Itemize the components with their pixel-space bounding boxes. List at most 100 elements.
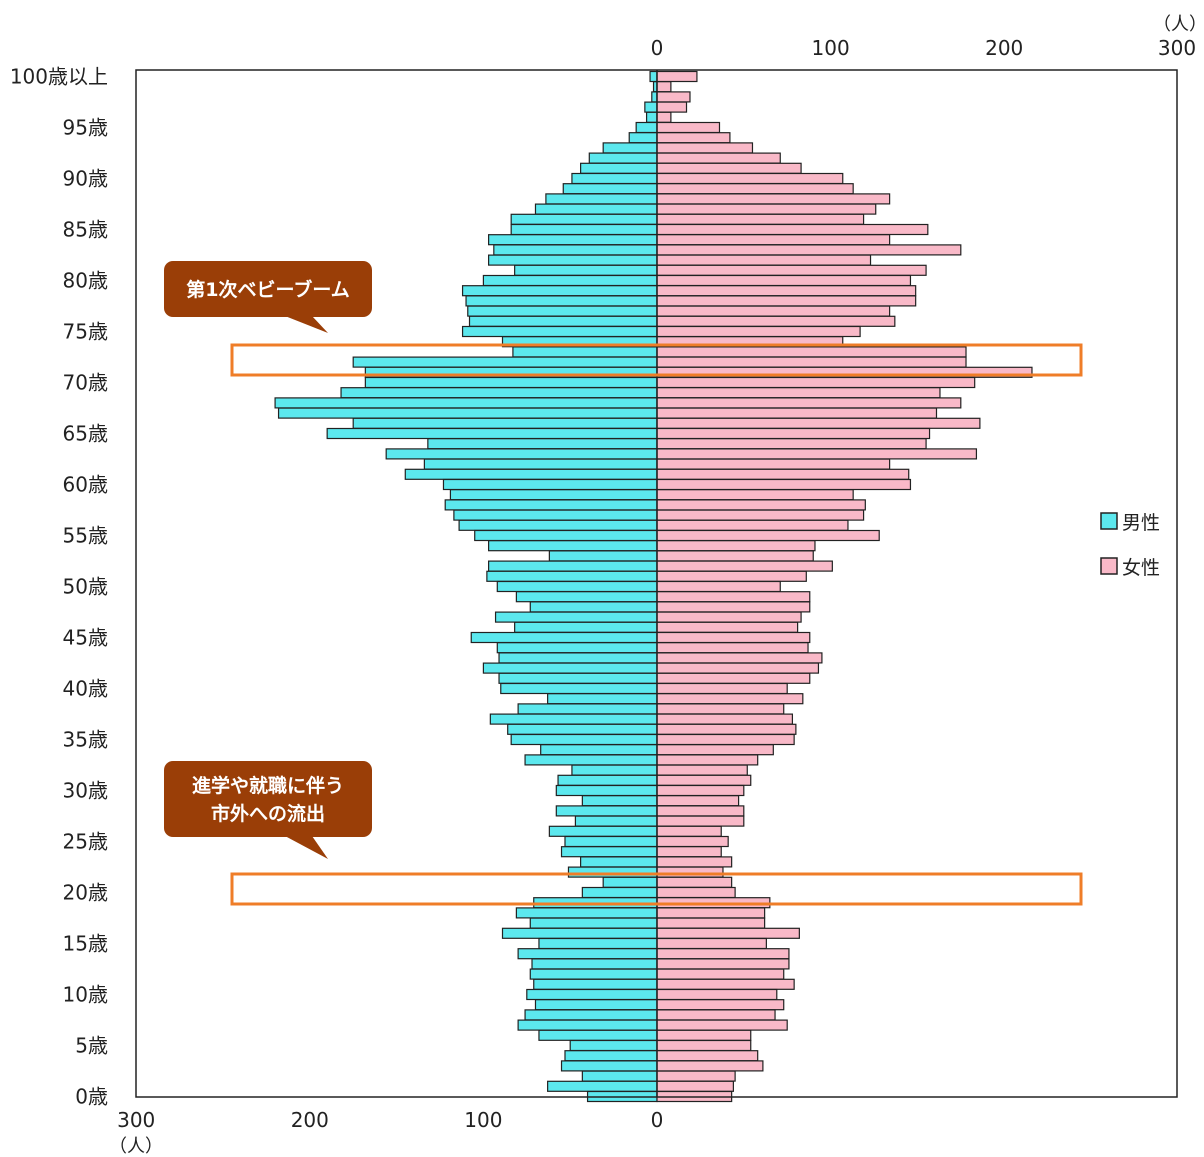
male-bar-age-46	[514, 621, 658, 633]
male-bar-age-58	[444, 499, 658, 511]
female-bar-age-6	[656, 1029, 752, 1041]
male-bar-age-13	[531, 958, 658, 970]
female-bar-age-2	[656, 1070, 736, 1082]
female-bar-age-76	[656, 315, 896, 327]
baby-boom-highlight	[230, 343, 1083, 377]
female-bar-age-47	[656, 611, 802, 623]
male-bar-age-29	[581, 795, 658, 807]
female-bar-age-8	[656, 1009, 776, 1021]
age-tick-label: 15歳	[63, 932, 108, 956]
female-bar-age-12	[656, 968, 785, 980]
female-bar-age-90	[656, 172, 844, 185]
male-bar-age-3	[560, 1060, 658, 1072]
male-bar-age-93	[602, 142, 658, 154]
age-tick-label: 40歳	[63, 677, 108, 701]
male-bar-age-96	[645, 111, 658, 123]
female-bar-age-93	[656, 142, 754, 154]
legend-female-swatch	[1100, 557, 1118, 575]
male-bar-age-1	[547, 1080, 658, 1092]
male-bar-age-100	[649, 70, 658, 83]
age-tick-label: 25歳	[63, 830, 108, 854]
female-bar-age-32	[656, 764, 748, 776]
male-bar-age-48	[529, 601, 658, 613]
female-bar-age-38	[656, 703, 785, 715]
female-bar-age-1	[656, 1080, 734, 1092]
female-bar-age-97	[656, 101, 688, 113]
female-bar-age-52	[656, 560, 833, 572]
male-bar-age-64	[427, 438, 658, 450]
female-bar-age-94	[656, 132, 731, 144]
female-bar-age-75	[656, 325, 861, 338]
bottom-x-axis: 300 200 100 0	[117, 1108, 663, 1132]
female-bar-age-73	[656, 346, 967, 358]
female-bar-age-85	[656, 223, 929, 236]
age-tick-label: 50歳	[63, 575, 108, 599]
top-x-tick-label: 100	[812, 36, 850, 60]
male-bar-age-72	[352, 356, 658, 368]
male-bar-age-23	[580, 856, 658, 868]
male-bar-age-54	[488, 540, 658, 552]
age-tick-label: 75歳	[63, 320, 108, 344]
outflow-callout-line1: 進学や就職に伴う	[192, 774, 344, 797]
bottom-x-tick-label: 200	[291, 1108, 329, 1132]
male-bar-age-2	[581, 1070, 658, 1082]
male-bar-age-44	[496, 642, 658, 654]
female-bar-age-96	[656, 111, 672, 123]
female-bar-age-67	[656, 407, 938, 419]
age-tick-label: 20歳	[63, 881, 108, 905]
outflow-highlight	[230, 872, 1083, 906]
female-bar-age-17	[656, 917, 766, 929]
female-bar-age-68	[656, 397, 962, 409]
male-bar-age-43	[498, 652, 658, 664]
male-bar-age-7	[517, 1019, 658, 1031]
male-bar-age-86	[510, 213, 658, 225]
male-bar-age-12	[529, 968, 658, 980]
male-bar-age-73	[512, 346, 658, 358]
female-bar-age-84	[656, 234, 891, 246]
male-bar-age-37	[489, 713, 658, 725]
female-bar-age-21	[656, 876, 733, 888]
female-bar-age-15	[656, 937, 767, 950]
male-bar-age-14	[517, 948, 658, 960]
female-bar-age-10	[656, 988, 778, 1001]
male-bar-age-65	[326, 427, 658, 440]
female-bar-age-54	[656, 540, 816, 552]
age-tick-label: 100歳以上	[10, 65, 108, 89]
female-bar-age-99	[656, 81, 672, 93]
male-bar-age-49	[515, 591, 658, 603]
female-bar-age-37	[656, 713, 794, 725]
male-bar-age-5	[569, 1039, 658, 1052]
female-bar-age-20	[656, 886, 736, 899]
male-bar-age-90	[571, 172, 658, 185]
female-bar-age-61	[656, 468, 910, 480]
top-x-tick-label: 200	[985, 36, 1023, 60]
male-bar-age-35	[510, 733, 658, 746]
male-bar-age-67	[277, 407, 658, 419]
age-tick-label: 60歳	[63, 473, 108, 497]
female-bar-age-70	[656, 376, 976, 389]
male-bar-age-87	[534, 203, 658, 215]
male-bar-age-95	[635, 121, 658, 134]
female-bar-age-45	[656, 631, 811, 644]
female-bar-age-23	[656, 856, 733, 868]
male-bar-age-39	[547, 693, 658, 705]
male-bar-age-53	[548, 550, 658, 562]
age-tick-label: 10歳	[63, 983, 108, 1007]
female-bar-age-3	[656, 1060, 764, 1072]
male-bar-age-68	[274, 397, 658, 409]
male-bar-age-89	[562, 183, 658, 195]
male-bar-age-57	[453, 509, 658, 521]
top-x-tick-label: 0	[651, 36, 664, 60]
female-bar-age-53	[656, 550, 814, 562]
female-bar-age-72	[656, 356, 967, 368]
male-bar-age-15	[538, 937, 658, 950]
female-bar-age-48	[656, 601, 811, 613]
female-bar-age-39	[656, 693, 804, 705]
male-bar-age-79	[461, 285, 658, 297]
male-bar-age-78	[465, 295, 658, 307]
female-bar-age-69	[656, 387, 941, 399]
male-bar-age-84	[488, 234, 658, 246]
male-bar-age-42	[482, 662, 658, 674]
male-bar-age-10	[526, 988, 658, 1001]
